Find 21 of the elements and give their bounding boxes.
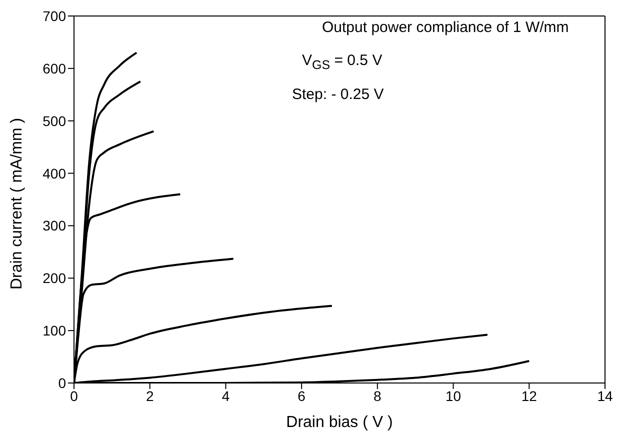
y-tick-label: 600 xyxy=(42,60,66,76)
x-tick-label: 14 xyxy=(597,388,613,404)
annotation: V$_{GS}$ = 0.5 V xyxy=(302,52,382,72)
y-tick-label: 100 xyxy=(42,322,66,339)
x-tick-label: 0 xyxy=(70,388,78,404)
y-tick-label: 0 xyxy=(58,374,66,391)
x-tick-label: 12 xyxy=(521,388,538,404)
x-axis-title: Drain bias ( V ) xyxy=(286,414,393,431)
x-tick-label: 4 xyxy=(222,388,230,404)
x-tick-label: 6 xyxy=(298,388,306,404)
x-tick-label: 8 xyxy=(374,388,382,404)
annotation: Output power compliance of 1 W/mm xyxy=(322,19,569,36)
y-tick-label: 200 xyxy=(42,270,66,286)
x-tick-label: 2 xyxy=(146,388,154,404)
x-tick-label: 10 xyxy=(445,388,462,404)
annotation: Step: - 0.25 V xyxy=(292,86,384,103)
y-tick-label: 300 xyxy=(42,218,66,234)
y-tick-label: 500 xyxy=(42,112,66,129)
y-tick-label: 400 xyxy=(42,165,66,182)
y-tick-label: 700 xyxy=(42,8,66,24)
y-axis-title: Drain current ( mA/mm ) xyxy=(8,118,26,290)
